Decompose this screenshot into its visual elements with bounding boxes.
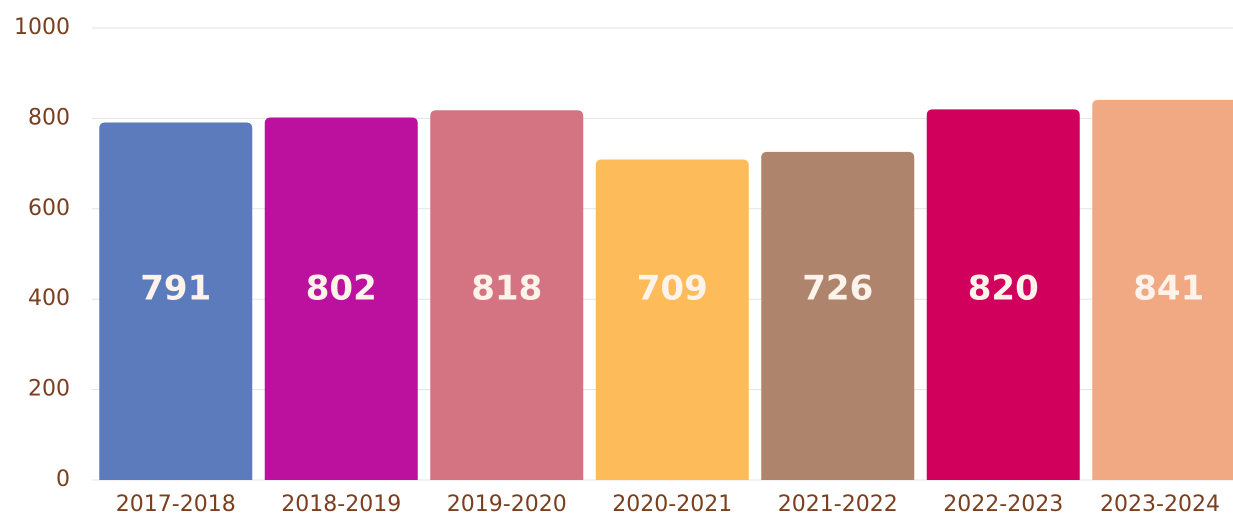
y-tick-label: 0 (56, 467, 70, 492)
bar (264, 117, 418, 480)
x-tick-label: 2023-2024 (1100, 492, 1220, 517)
value-label: 818 (471, 269, 542, 309)
x-tick-label: 2017-2018 (116, 492, 236, 517)
y-tick-label: 1000 (14, 15, 70, 40)
x-tick-label: 2018-2019 (281, 492, 401, 517)
x-tick-label: 2022-2023 (943, 492, 1063, 517)
bar (595, 159, 749, 481)
y-tick-label: 800 (28, 105, 70, 130)
bar (1092, 99, 1233, 480)
bar (761, 151, 915, 480)
bar (926, 109, 1080, 481)
y-tick-label: 200 (28, 377, 70, 402)
value-label: 709 (637, 269, 708, 309)
x-tick-label: 2021-2022 (778, 492, 898, 517)
y-tick-label: 400 (28, 286, 70, 311)
x-tick-label: 2020-2021 (612, 492, 732, 517)
y-tick-label: 600 (28, 196, 70, 221)
bar (430, 110, 584, 480)
value-label: 820 (968, 269, 1039, 309)
value-label: 726 (802, 269, 873, 309)
value-label: 841 (1133, 269, 1204, 309)
bar (99, 122, 253, 480)
value-label: 802 (306, 269, 377, 309)
value-label: 791 (140, 269, 211, 309)
x-tick-label: 2019-2020 (447, 492, 567, 517)
